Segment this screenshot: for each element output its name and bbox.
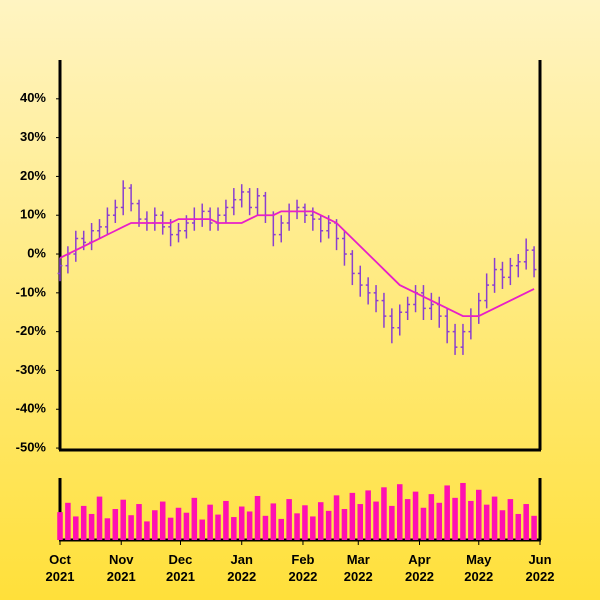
y-tick-label: -50%	[16, 439, 47, 454]
x-tick-label: Apr 2022	[405, 552, 434, 584]
volume-bar	[325, 510, 332, 540]
volume-bar	[373, 501, 379, 540]
volume-bar	[460, 482, 466, 540]
volume-bar	[136, 504, 142, 540]
volume-bar	[341, 509, 348, 540]
volume-bar	[531, 515, 537, 540]
volume-bar	[412, 491, 419, 540]
volume-bar	[515, 513, 522, 540]
volume-bar	[436, 502, 443, 540]
x-tick-label: May 2022	[464, 552, 494, 584]
x-tick-label: Jan 2022	[227, 552, 257, 584]
volume-bar	[396, 484, 403, 540]
volume-bar	[215, 514, 221, 540]
volume-bar	[144, 521, 150, 540]
volume-bar	[357, 504, 364, 540]
volume-bar	[294, 513, 300, 540]
volume-bar	[120, 499, 126, 540]
volume-bar	[104, 518, 111, 540]
volume-bar	[199, 519, 205, 540]
volume-bar	[491, 496, 498, 540]
volume-bar	[523, 504, 529, 540]
volume-bar	[507, 499, 514, 540]
volume-bar	[286, 499, 292, 540]
volume-bar	[231, 517, 237, 540]
volume-bar	[349, 492, 356, 540]
volume-bar	[254, 495, 261, 540]
x-tick-label: Jun 2022	[525, 552, 555, 584]
volume-bar	[270, 503, 277, 540]
volume-bar	[246, 511, 253, 540]
volume-bar	[444, 485, 450, 540]
volume-bar	[499, 510, 506, 540]
volume-bar	[317, 502, 324, 540]
volume-bar	[175, 507, 182, 540]
volume-bar	[238, 506, 245, 540]
volume-bar	[333, 495, 340, 540]
x-tick-label: Dec 2021	[166, 552, 195, 584]
y-tick-label: -10%	[16, 284, 47, 299]
y-tick-label: 20%	[20, 168, 46, 183]
volume-bar	[167, 517, 174, 540]
y-tick-label: 0%	[27, 245, 46, 260]
volume-bar	[80, 505, 87, 540]
volume-bar	[223, 500, 229, 540]
y-tick-label: 40%	[20, 90, 46, 105]
volume-bar	[483, 504, 490, 540]
y-tick-label: -20%	[16, 323, 47, 338]
volume-bar	[389, 505, 395, 540]
volume-bar	[420, 507, 427, 540]
x-tick-label: Mar 2022	[343, 552, 373, 584]
volume-bar	[262, 515, 269, 540]
y-tick-label: 30%	[20, 129, 46, 144]
y-tick-label: 10%	[20, 207, 46, 222]
volume-bar	[57, 512, 63, 540]
moving-average	[59, 210, 535, 318]
y-tick-label: -40%	[16, 401, 47, 416]
volume-bar	[381, 487, 387, 540]
volume-bar	[310, 516, 316, 540]
volume-bar	[365, 490, 371, 540]
volume-bar	[278, 518, 284, 540]
x-tick-label: Oct 2021	[45, 552, 75, 584]
x-tick-label: Nov 2021	[106, 552, 136, 584]
volume-bar	[112, 509, 119, 540]
volume-bar	[468, 500, 474, 540]
x-tick-label: Feb 2022	[288, 552, 318, 584]
volume-bar	[452, 497, 458, 540]
volume-bar	[152, 510, 158, 540]
volume-bar	[65, 502, 71, 540]
volume-bar	[88, 513, 95, 540]
volume-bar	[191, 497, 198, 540]
volume-bar	[428, 494, 435, 540]
volume-bar	[159, 501, 166, 540]
volume-bar	[404, 499, 411, 540]
volume-bar	[128, 515, 134, 540]
volume-bar	[302, 505, 308, 540]
volume-bar	[183, 512, 190, 540]
volume-bar	[73, 516, 79, 540]
volume-bar	[207, 504, 213, 540]
y-tick-label: -30%	[16, 362, 47, 377]
volume-bar	[96, 496, 103, 540]
volume-bar	[476, 489, 482, 540]
